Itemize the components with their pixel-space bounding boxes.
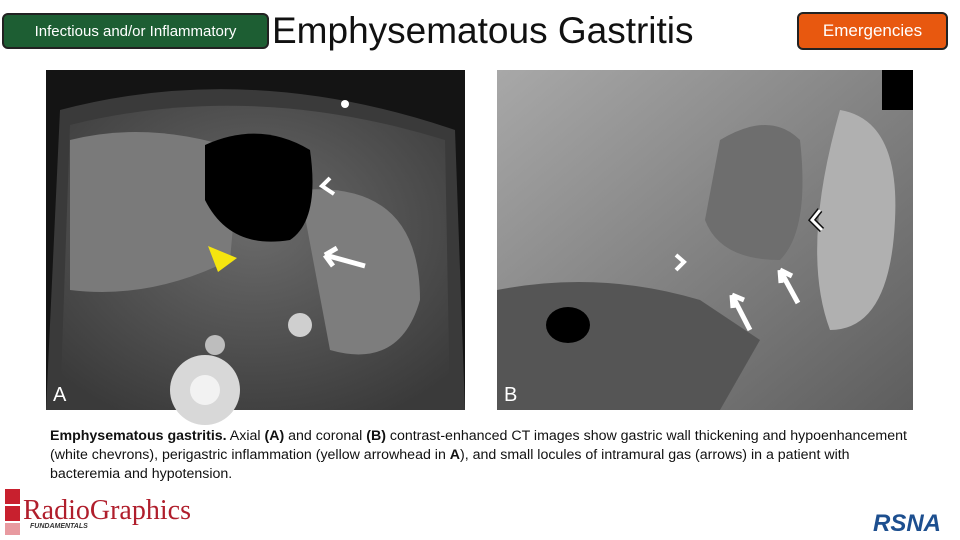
caption-run: ), and small locules of intramural gas (… — [50, 447, 850, 482]
logo-sub: FUNDAMENTALS — [30, 523, 88, 530]
figure-label: B — [504, 384, 517, 406]
ct-image-b: B — [497, 70, 913, 410]
caption-run: and coronal — [284, 428, 367, 444]
ct-image-a: A — [46, 70, 465, 425]
logo-main: RadioGraphics — [23, 495, 191, 526]
rsna-logo: RSNA — [873, 510, 941, 537]
caption-run: contrast-enhanced CT images show gastric… — [50, 428, 907, 463]
figure-label: A — [53, 384, 67, 406]
caption-run: (B) — [366, 428, 386, 444]
caption-run: Axial — [226, 428, 265, 444]
section-tag: Emergencies — [797, 12, 948, 50]
radiographics-logo: RadioGraphics FUNDAMENTALS — [5, 489, 191, 535]
figure-caption: Emphysematous gastritis. Axial (A) and c… — [50, 427, 920, 484]
category-tag: Infectious and/or Inflammatory — [2, 13, 269, 49]
caption-run: (A) — [264, 428, 285, 444]
slide-title: Emphysematous Gastritis — [272, 10, 694, 51]
caption-run: Emphysematous gastritis. — [50, 428, 227, 444]
caption-run: A — [449, 447, 461, 463]
